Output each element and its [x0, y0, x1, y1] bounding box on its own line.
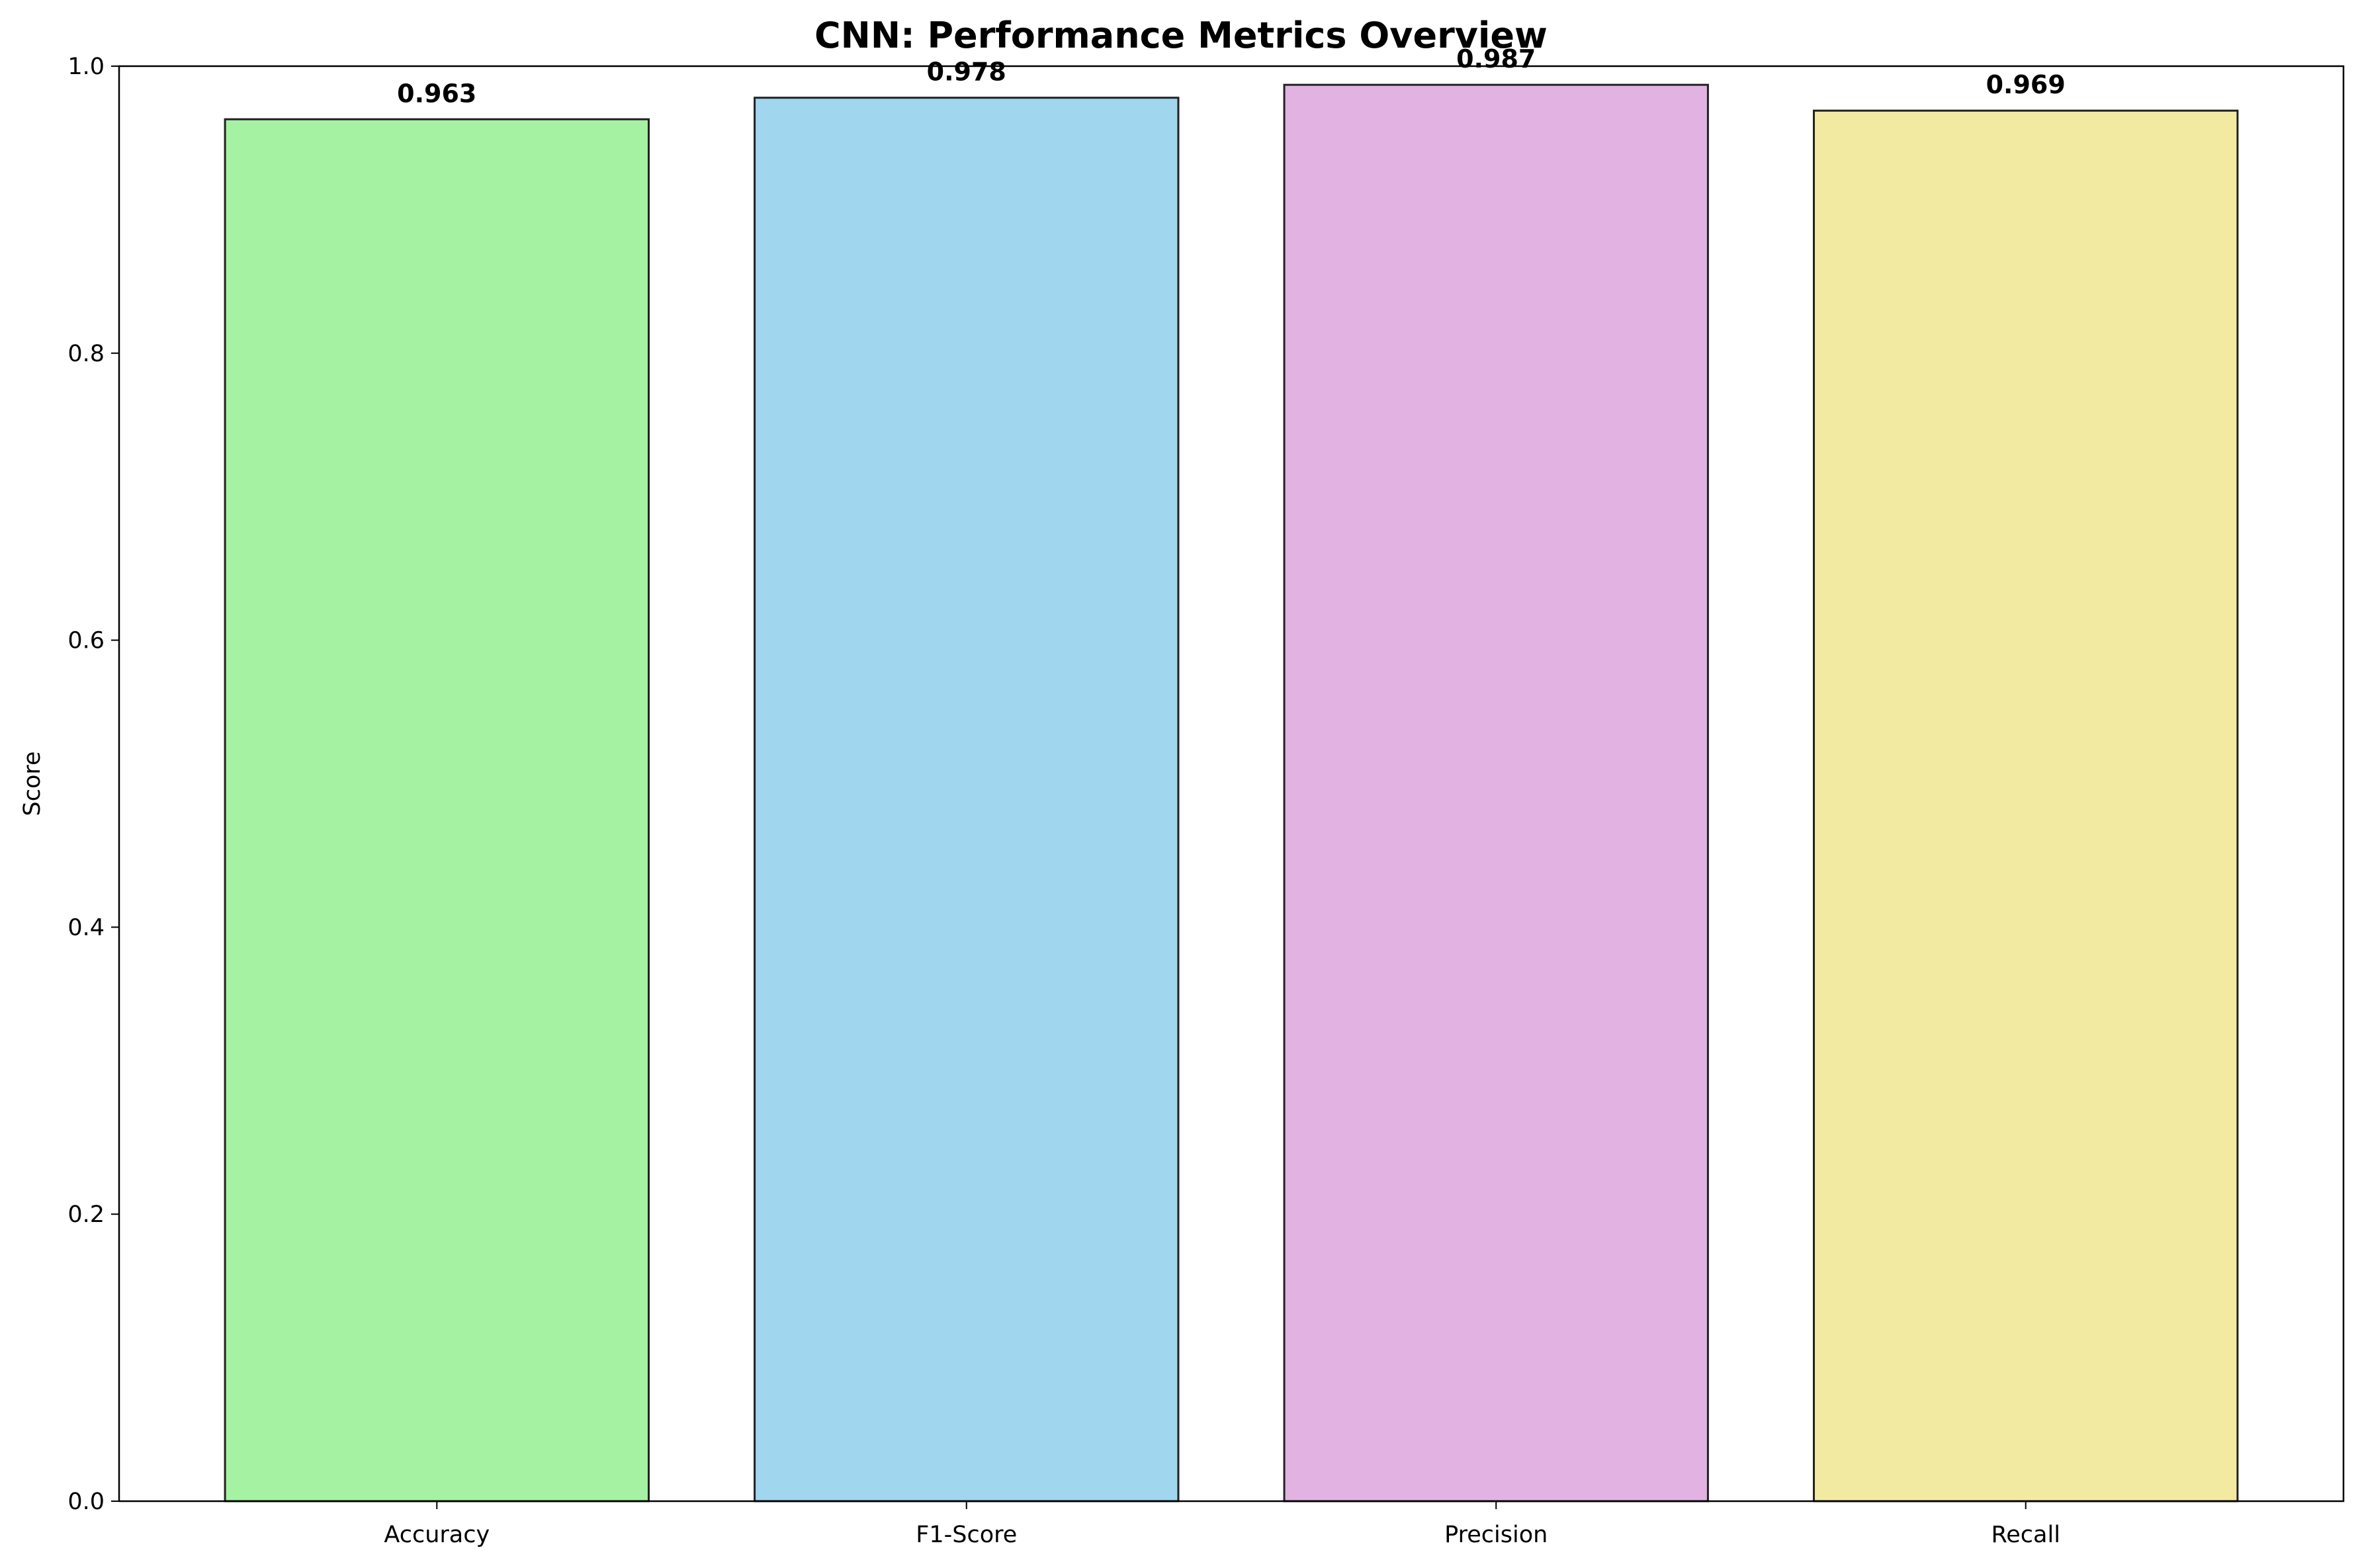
y-ticks-group: 0.0 0.2 0.4 0.6 0.8 1.0: [67, 54, 119, 1515]
bar-recall: [1813, 109, 2239, 1503]
data-label-f1-score: 0.978: [927, 58, 1006, 87]
y-tick-label: 0.4: [67, 914, 105, 941]
y-tick-label: 1.0: [67, 54, 105, 80]
y-tick-label: 0.8: [67, 341, 105, 367]
y-tick-label: 0.6: [67, 628, 105, 654]
plot-area-frame: [118, 65, 2345, 1503]
data-label-accuracy: 0.963: [397, 79, 476, 108]
bar-precision: [1283, 83, 1709, 1503]
x-ticks-group: Accuracy F1-Score Precision Recall: [384, 1501, 2060, 1548]
bars-group: 0.963 0.978 0.987 0.969: [224, 44, 2239, 1503]
x-tick-label: Accuracy: [384, 1522, 490, 1548]
bar-f1-score: [754, 97, 1180, 1503]
y-axis-label: Score: [19, 751, 46, 816]
y-tick-label: 0.0: [67, 1489, 105, 1515]
data-label-recall: 0.969: [1986, 70, 2066, 99]
y-tick-label: 0.2: [67, 1201, 105, 1228]
x-tick-label: Recall: [1991, 1522, 2060, 1548]
x-tick-label: Precision: [1444, 1522, 1548, 1548]
bar-accuracy: [224, 118, 650, 1503]
chart-title: CNN: Performance Metrics Overview: [814, 15, 1548, 56]
data-label-precision: 0.987: [1456, 44, 1536, 73]
x-tick-label: F1-Score: [916, 1522, 1017, 1548]
